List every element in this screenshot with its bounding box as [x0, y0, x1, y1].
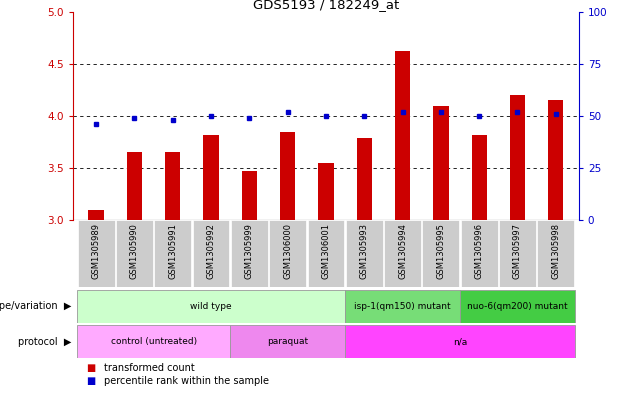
Bar	[460, 220, 497, 287]
Bar	[548, 100, 563, 220]
Text: control (untreated): control (untreated)	[111, 337, 197, 346]
Bar	[88, 210, 104, 220]
Text: genotype/variation  ▶: genotype/variation ▶	[0, 301, 72, 311]
Text: isp-1(qm150) mutant: isp-1(qm150) mutant	[354, 302, 451, 311]
Bar	[242, 171, 257, 220]
Text: protocol  ▶: protocol ▶	[18, 337, 72, 347]
Text: paraquat: paraquat	[267, 337, 308, 346]
Bar	[127, 152, 142, 220]
Bar	[318, 163, 334, 220]
Bar	[78, 220, 114, 287]
Text: GSM1305997: GSM1305997	[513, 223, 522, 279]
Text: GSM1306001: GSM1306001	[321, 223, 331, 279]
Bar	[193, 220, 230, 287]
Text: GSM1305992: GSM1305992	[207, 223, 216, 279]
Text: n/a: n/a	[453, 337, 467, 346]
Bar	[345, 290, 460, 323]
Text: ■: ■	[86, 376, 95, 386]
Text: wild type: wild type	[190, 302, 232, 311]
Bar	[510, 95, 525, 220]
Bar	[395, 51, 410, 220]
Text: GSM1305993: GSM1305993	[360, 223, 369, 279]
Bar	[499, 220, 536, 287]
Bar	[357, 138, 372, 220]
Bar	[346, 220, 383, 287]
Bar	[269, 220, 306, 287]
Text: GSM1305999: GSM1305999	[245, 223, 254, 279]
Text: GSM1305991: GSM1305991	[169, 223, 177, 279]
Bar	[537, 220, 574, 287]
Bar	[116, 220, 153, 287]
Bar	[280, 132, 295, 220]
Bar	[422, 220, 459, 287]
Bar	[471, 135, 487, 220]
Text: GSM1305994: GSM1305994	[398, 223, 407, 279]
Text: nuo-6(qm200) mutant: nuo-6(qm200) mutant	[467, 302, 568, 311]
Bar	[460, 290, 575, 323]
Text: percentile rank within the sample: percentile rank within the sample	[104, 376, 268, 386]
Bar	[433, 106, 448, 220]
Bar	[345, 325, 575, 358]
Bar	[230, 325, 345, 358]
Title: GDS5193 / 182249_at: GDS5193 / 182249_at	[253, 0, 399, 11]
Bar	[77, 290, 345, 323]
Bar	[155, 220, 191, 287]
Text: ■: ■	[86, 363, 95, 373]
Bar	[204, 135, 219, 220]
Text: transformed count: transformed count	[104, 363, 195, 373]
Text: GSM1305996: GSM1305996	[474, 223, 483, 279]
Bar	[231, 220, 268, 287]
Text: GSM1305989: GSM1305989	[92, 223, 100, 279]
Bar	[308, 220, 344, 287]
Text: GSM1305998: GSM1305998	[551, 223, 560, 279]
Bar	[165, 152, 181, 220]
Bar	[77, 325, 230, 358]
Text: GSM1305995: GSM1305995	[436, 223, 445, 279]
Text: GSM1306000: GSM1306000	[283, 223, 292, 279]
Text: GSM1305990: GSM1305990	[130, 223, 139, 279]
Bar	[384, 220, 421, 287]
